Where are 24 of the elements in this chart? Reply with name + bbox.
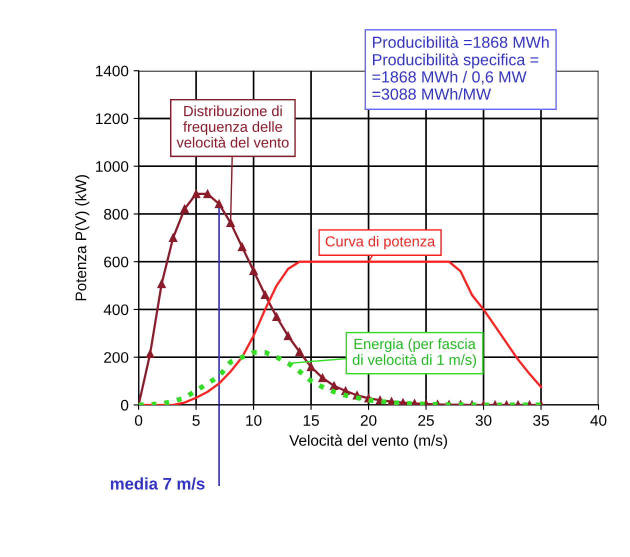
y-tick-label: 1200 — [96, 113, 128, 124]
annotation: Energia (per fascia di velocità di 1 m/s) — [352, 338, 476, 368]
y-tick-label: 600 — [104, 256, 128, 268]
y-tick-label: 400 — [104, 304, 128, 316]
x-axis-title: Velocità del vento (m/s) — [289, 434, 448, 449]
x-tick-label: 15 — [304, 415, 319, 426]
x-tick-label: 10 — [246, 415, 262, 426]
y-tick-label: 200 — [104, 352, 128, 363]
x-tick-label: 30 — [476, 415, 492, 426]
annotation: Curva di potenza — [326, 236, 436, 250]
x-tick-label: 25 — [418, 415, 434, 426]
annotation: Distribuzione di frequenza delle velocità del vento — [176, 106, 289, 148]
y-axis-title: Potenza P(V) (kW) — [75, 175, 90, 300]
y-tick-label: 0 — [120, 400, 128, 411]
y-tick-label: 1400 — [96, 66, 128, 76]
x-tick-label: 5 — [192, 415, 200, 426]
x-tick-label: 20 — [360, 415, 376, 426]
x-tick-label: 40 — [590, 415, 606, 426]
y-tick-label: 800 — [104, 208, 128, 220]
y-tick-label: 1000 — [96, 161, 128, 172]
x-tick-label: 35 — [533, 415, 549, 426]
ref-line-label: media 7 m/s — [110, 477, 205, 490]
annotation: Producibilità =1868 MWh Producibilità specifica = =1868 MWh / 0,6 MW =3088 MWh/MW — [372, 36, 549, 100]
x-tick-label: 0 — [134, 415, 142, 426]
